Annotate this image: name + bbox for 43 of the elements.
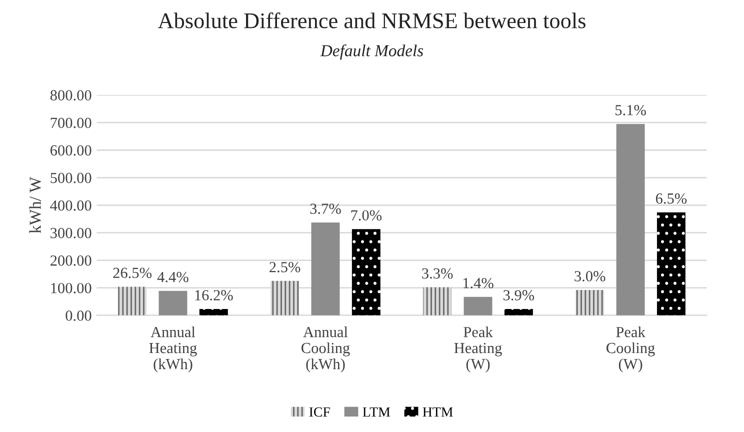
y-tick-label: 200.00 bbox=[50, 255, 92, 266]
bar bbox=[158, 290, 188, 316]
bar bbox=[423, 287, 452, 316]
bar bbox=[504, 309, 533, 316]
annotation: 26.5% bbox=[113, 268, 152, 278]
y-tick-label: 0.00 bbox=[66, 310, 92, 321]
y-tick-label: 300.00 bbox=[50, 228, 92, 238]
annotation: 3.3% bbox=[422, 268, 453, 279]
chart-title: Absolute Difference and NRMSE between tools bbox=[158, 12, 586, 28]
annotation: 2.5% bbox=[270, 262, 300, 272]
y-tick-label: 700.00 bbox=[50, 118, 92, 128]
annotation: 3.0% bbox=[574, 271, 606, 282]
annotation: 7.0% bbox=[351, 210, 382, 221]
y-tick-label: 800.00 bbox=[50, 90, 92, 101]
x-tick-label: Peak Heating (W) bbox=[454, 326, 502, 372]
x-tick-label: Annual Heating (kWh) bbox=[149, 326, 197, 372]
y-axis-title: kWh/ W bbox=[29, 176, 41, 234]
annotation: 3.7% bbox=[310, 204, 341, 214]
annotation: 4.4% bbox=[157, 272, 188, 282]
bar bbox=[576, 290, 604, 316]
bar bbox=[464, 296, 492, 316]
chart-subtitle: Default Models bbox=[320, 44, 424, 60]
y-tick-label: 400.00 bbox=[50, 200, 92, 211]
annotation: 16.2% bbox=[195, 290, 233, 300]
x-tick-label: Annual Cooling (kWh) bbox=[302, 326, 350, 372]
annotation: 1.4% bbox=[463, 278, 494, 288]
bar bbox=[352, 229, 380, 316]
annotation: 3.9% bbox=[504, 290, 534, 300]
bar bbox=[656, 212, 686, 316]
bar bbox=[118, 286, 147, 316]
y-tick-label: 600.00 bbox=[50, 145, 92, 156]
bar bbox=[270, 280, 300, 316]
legend-label: HTM bbox=[422, 407, 453, 417]
legend-label: ICF bbox=[309, 407, 330, 417]
bar bbox=[616, 124, 645, 316]
y-tick-label: 100.00 bbox=[51, 282, 92, 294]
y-tick-label: 500.00 bbox=[50, 172, 92, 184]
x-tick-label: Peak Cooling (W) bbox=[606, 326, 655, 372]
legend-label: LTM bbox=[362, 407, 390, 417]
annotation: 6.5% bbox=[656, 193, 687, 204]
bar bbox=[199, 309, 228, 316]
bar bbox=[311, 222, 340, 316]
annotation: 5.1% bbox=[616, 104, 646, 116]
